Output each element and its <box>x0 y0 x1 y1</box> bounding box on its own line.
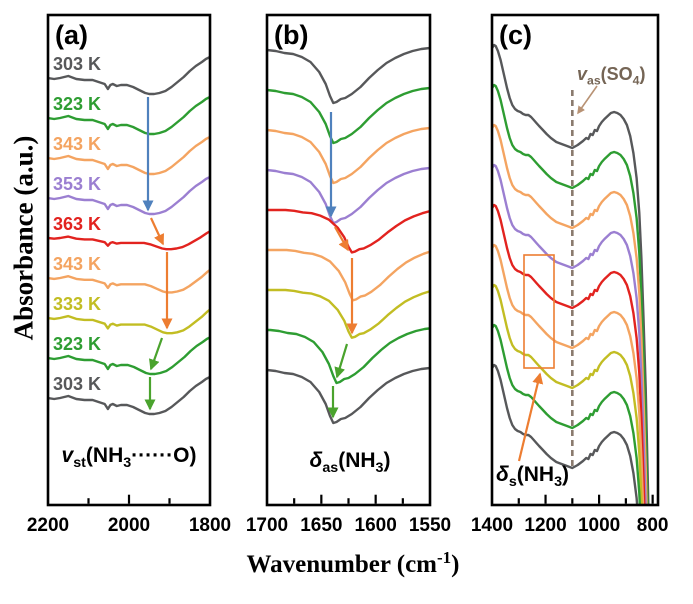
spectrum-curve-b-333K <box>267 288 430 339</box>
spectrum-curve-b-323K <box>267 327 430 385</box>
spectrum-curve-c-323K <box>492 323 642 505</box>
panel-tag-b: (b) <box>274 20 308 50</box>
x-tick-label-b-1650: 1650 <box>300 515 342 536</box>
spectrum-curve-b-323K <box>267 86 430 145</box>
temp-label-a-343K: 343 K <box>53 254 101 274</box>
spectrum-curve-a-333K <box>48 307 210 335</box>
mode-label-b: δas(NH3) <box>310 449 391 476</box>
mode-label-c: δs(NH3) <box>496 463 569 490</box>
x-tick-label-a-1800: 1800 <box>189 515 231 536</box>
vas-so4-pointer-arrow <box>577 85 598 115</box>
spectrum-curve-c-333K <box>492 283 643 505</box>
spectrum-curve-b-353K <box>267 166 430 225</box>
spectrum-curve-b-303K <box>267 366 430 425</box>
spectrum-curve-c-303K <box>492 363 639 505</box>
spectrum-curve-b-303K <box>267 46 430 105</box>
spectrum-curve-b-343K <box>267 248 430 302</box>
x-tick-label-c-1200: 1200 <box>524 515 566 536</box>
x-tick-label-a-2000: 2000 <box>108 515 150 536</box>
spectrum-curve-a-353K <box>48 175 210 216</box>
x-tick-label-c-1000: 1000 <box>578 515 620 536</box>
x-tick-label-b-1700: 1700 <box>246 515 288 536</box>
temp-label-a-323K: 323 K <box>53 334 101 354</box>
panel-c-curves <box>492 43 650 505</box>
temp-label-a-323K: 323 K <box>53 94 101 114</box>
spectrum-curve-a-343K <box>48 135 210 176</box>
spectrum-curve-a-303K <box>48 55 210 96</box>
trend-arrow-c-0 <box>517 372 544 462</box>
x-axis-title-close: ) <box>451 551 460 578</box>
spectrum-curve-a-303K <box>48 375 210 416</box>
spectrum-curve-b-363K <box>267 208 430 254</box>
temp-label-a-363K: 363 K <box>53 214 101 234</box>
spectrum-curve-c-343K <box>492 243 645 505</box>
spectrum-curve-c-303K <box>492 43 650 505</box>
panel-b-curves <box>267 46 430 425</box>
temp-label-a-343K: 343 K <box>53 134 101 154</box>
x-axis-title-superscript: -1 <box>437 548 452 567</box>
spectrum-curve-c-353K <box>492 163 647 505</box>
x-tick-label-c-800: 800 <box>637 515 669 536</box>
panel-b-frame <box>265 13 432 507</box>
panel-tag-a: (a) <box>55 20 88 50</box>
panel-a-frame <box>46 13 212 507</box>
panel-a-curves <box>48 55 210 416</box>
x-tick-label-b-1550: 1550 <box>409 515 451 536</box>
temp-label-a-353K: 353 K <box>53 174 101 194</box>
trend-arrow-b-1 <box>334 226 349 252</box>
temp-label-a-333K: 333 K <box>53 294 101 314</box>
x-axis-title-text: Wavenumber (cm <box>246 551 438 578</box>
spectra-plot-svg: 2200 2000 1800 (a) 303 K 323 K 343 K 353 K 363 K… <box>27 13 669 536</box>
trend-arrow-b-3 <box>334 343 349 379</box>
spectrum-curve-c-323K <box>492 83 649 505</box>
highlight-rect <box>523 254 555 369</box>
spectrum-curve-b-343K <box>267 126 430 185</box>
temp-label-a-303K: 303 K <box>53 54 101 74</box>
temp-label-a-303K: 303 K <box>53 374 101 394</box>
mode-label-a: vst(NH3······O) <box>62 444 197 471</box>
spectrum-curve-a-323K <box>48 95 210 136</box>
spectrum-curve-c-363K <box>492 203 646 505</box>
vas-so4-label: vas(SO4) <box>577 64 645 87</box>
spectrum-curve-c-343K <box>492 123 648 505</box>
x-axis-title: Wavenumber (cm-1) <box>247 548 460 579</box>
trend-arrow-a-1 <box>150 217 165 246</box>
spectrum-curve-a-323K <box>48 336 210 376</box>
x-tick-label-b-1600: 1600 <box>355 515 397 536</box>
spectrum-curve-a-343K <box>48 268 210 294</box>
panel-c-frame <box>490 13 660 507</box>
panel-tag-c: (c) <box>499 20 532 50</box>
x-tick-label-a-2200: 2200 <box>27 515 69 536</box>
x-tick-label-c-1400: 1400 <box>471 515 513 536</box>
trend-arrow-a-3 <box>148 337 164 371</box>
spectrum-curve-a-363K <box>48 229 210 251</box>
